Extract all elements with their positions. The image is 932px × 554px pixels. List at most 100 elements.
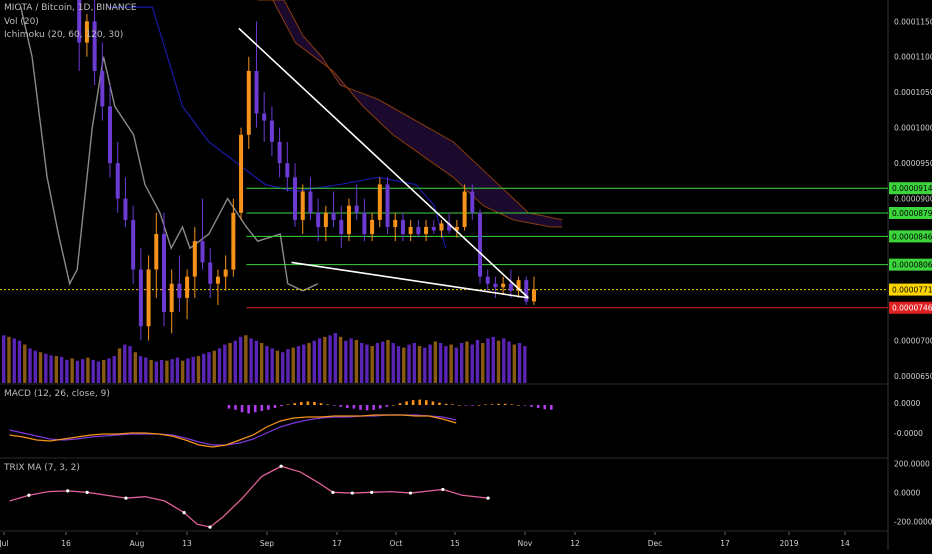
- volume-bar: [280, 352, 285, 383]
- macd-histogram-bar: [530, 405, 533, 407]
- volume-bar: [44, 353, 48, 383]
- volume-bar: [423, 347, 427, 383]
- candle-body: [285, 163, 290, 178]
- volume-bar: [28, 348, 32, 383]
- ichimoku-cloud-top: [257, 0, 563, 221]
- candle-body: [393, 219, 398, 227]
- volume-bar: [465, 341, 469, 383]
- candle-body: [377, 184, 382, 220]
- candle-body: [146, 269, 151, 327]
- macd-histogram-bar: [484, 404, 487, 405]
- macd-histogram-bar: [247, 405, 250, 414]
- trix-axis-tick: 0.0000: [894, 488, 920, 497]
- trendline[interactable]: [291, 261, 529, 299]
- candle-body: [269, 120, 274, 142]
- volume-bar: [375, 343, 380, 383]
- price-axis-tick: 0.00010000: [894, 124, 932, 133]
- macd-histogram-bar: [536, 405, 540, 408]
- volume-bar: [112, 356, 116, 383]
- volume-bar: [207, 352, 211, 383]
- volume-bar: [328, 335, 332, 383]
- macd-signal-line: [9, 414, 457, 446]
- candle-body: [308, 191, 313, 213]
- volume-bar: [238, 336, 243, 383]
- trix-line: [9, 465, 489, 528]
- volume-bar: [265, 346, 269, 383]
- price-label: 0.00008797: [892, 209, 932, 218]
- time-axis-label: 16: [61, 539, 71, 548]
- macd-histogram-bar: [510, 404, 514, 405]
- candle-body: [208, 262, 213, 284]
- volume-bar: [123, 344, 127, 383]
- price-axis-tick: 0.00011500: [894, 17, 932, 26]
- candle-body: [293, 177, 298, 220]
- candle-body: [431, 226, 436, 231]
- volume-bar: [170, 359, 174, 383]
- candle-body: [262, 113, 267, 121]
- volume-bar: [344, 340, 348, 383]
- volume-bar: [202, 353, 206, 383]
- macd-histogram-bar: [398, 403, 402, 405]
- candle-body: [185, 276, 190, 298]
- time-axis-label: 2019: [779, 539, 798, 548]
- volume-bar: [481, 343, 485, 383]
- trix-marker: [124, 496, 128, 500]
- volume-bar: [23, 344, 27, 383]
- volume-bar: [291, 347, 295, 383]
- macd-histogram-bar: [293, 403, 296, 405]
- trix-marker: [370, 490, 374, 494]
- candle-body: [231, 212, 236, 270]
- volume-bar: [7, 336, 11, 383]
- volume-bar: [228, 343, 232, 383]
- volume-bar: [491, 336, 495, 383]
- macd-histogram-bar: [451, 404, 454, 405]
- trix-marker: [279, 464, 283, 468]
- trix-marker: [331, 490, 335, 494]
- price-label-box: [889, 182, 932, 195]
- candle-body: [400, 219, 405, 235]
- trix-marker: [486, 496, 490, 500]
- macd-histogram-bar: [260, 405, 264, 411]
- volume-bar: [428, 344, 432, 383]
- macd-histogram-bar: [299, 402, 303, 405]
- candle-body: [177, 283, 182, 298]
- macd-histogram-bar: [378, 405, 382, 409]
- volume-bar: [233, 340, 238, 383]
- candle-body: [277, 141, 282, 164]
- volume-bar: [254, 340, 259, 383]
- ichimoku-lagging-span: [20, 6, 319, 292]
- volume-bar: [502, 338, 506, 383]
- volume-bar: [75, 360, 80, 383]
- volume-bar: [80, 359, 85, 383]
- candle-body: [138, 269, 143, 327]
- volume-bar: [191, 356, 195, 383]
- candle-body: [108, 106, 113, 164]
- time-axis-label: 12: [570, 539, 580, 548]
- candle-body: [362, 212, 367, 235]
- volume-bar: [417, 346, 422, 383]
- volume-bar: [475, 339, 480, 383]
- volume-bar: [317, 338, 322, 383]
- volume-bar: [338, 336, 343, 383]
- candle-body: [408, 226, 413, 235]
- volume-bar: [296, 346, 301, 383]
- candle-body: [447, 223, 452, 231]
- price-label-box: [889, 206, 932, 219]
- candle-body: [92, 21, 97, 71]
- candle-body: [215, 276, 220, 284]
- trendline[interactable]: [238, 27, 529, 299]
- candle-body: [424, 226, 429, 235]
- volume-bar: [412, 343, 416, 383]
- volume-bar: [180, 360, 185, 383]
- volume-bar: [517, 343, 522, 383]
- candle-body: [385, 184, 390, 227]
- volume-bar: [117, 348, 122, 383]
- volume-bar: [133, 352, 137, 383]
- volume-bar: [54, 356, 59, 383]
- macd-histogram-bar: [240, 405, 244, 413]
- macd-histogram-bar: [227, 405, 231, 409]
- trix-marker: [208, 525, 212, 529]
- candle-body: [300, 191, 305, 220]
- candle-body: [100, 70, 105, 107]
